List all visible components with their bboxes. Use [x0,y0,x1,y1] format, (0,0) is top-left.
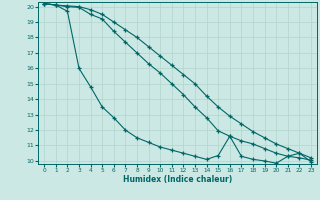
X-axis label: Humidex (Indice chaleur): Humidex (Indice chaleur) [123,175,232,184]
